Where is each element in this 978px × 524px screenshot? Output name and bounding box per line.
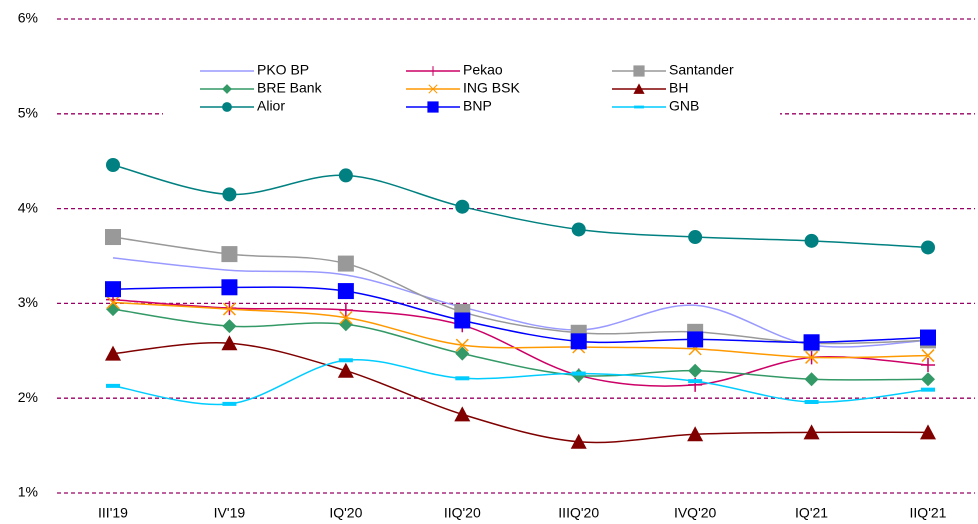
marker xyxy=(803,424,820,440)
marker xyxy=(221,335,238,351)
legend-marker xyxy=(634,105,644,109)
marker xyxy=(338,303,353,318)
y-tick-label: 1% xyxy=(18,484,38,500)
marker xyxy=(805,350,819,364)
line xyxy=(112,298,929,387)
marker xyxy=(803,334,820,351)
legend-marker xyxy=(427,101,439,113)
legend-marker xyxy=(222,102,232,112)
marker xyxy=(455,376,470,381)
legend-marker xyxy=(633,65,645,77)
series xyxy=(112,257,929,348)
marker xyxy=(454,406,471,422)
legend-label: PKO BP xyxy=(257,62,309,78)
marker xyxy=(921,387,935,392)
x-tick-label: IIQ'21 xyxy=(910,505,947,521)
y-tick-label: 5% xyxy=(18,105,38,121)
legend-label: BNP xyxy=(463,98,492,114)
legend-label: BRE Bank xyxy=(257,80,323,96)
legend-label: GNB xyxy=(669,98,699,114)
marker xyxy=(688,230,703,245)
marker xyxy=(105,281,121,298)
x-tick-label: IIQ'20 xyxy=(444,505,481,521)
legend-marker xyxy=(428,66,438,76)
marker xyxy=(337,255,354,272)
marker xyxy=(804,399,819,404)
marker xyxy=(804,233,819,248)
marker xyxy=(454,312,471,329)
legend-label: Pekao xyxy=(463,62,503,78)
marker xyxy=(106,383,120,388)
marker xyxy=(106,302,120,317)
marker xyxy=(688,363,703,378)
marker xyxy=(105,345,121,361)
marker xyxy=(105,229,121,246)
marker xyxy=(222,401,237,406)
y-tick-label: 4% xyxy=(18,199,38,215)
marker xyxy=(222,302,236,316)
marker xyxy=(687,331,704,348)
legend-background xyxy=(163,60,780,118)
marker xyxy=(222,319,237,334)
series xyxy=(106,157,935,255)
line xyxy=(112,257,929,348)
series xyxy=(105,279,936,351)
marker xyxy=(687,426,704,442)
series xyxy=(105,335,936,449)
line xyxy=(112,301,929,359)
legend-label: Alior xyxy=(257,98,285,114)
x-tick-label: IQ'21 xyxy=(795,505,828,521)
marker xyxy=(221,279,238,296)
marker xyxy=(570,333,587,350)
x-tick-label: IQ'20 xyxy=(329,505,362,521)
marker xyxy=(337,283,354,300)
series xyxy=(106,358,935,406)
marker xyxy=(455,346,470,361)
series xyxy=(106,302,935,387)
marker xyxy=(221,246,238,263)
x-tick-label: III'19 xyxy=(98,505,128,521)
marker xyxy=(920,424,936,440)
marker xyxy=(338,317,353,332)
legend-marker xyxy=(428,84,438,94)
marker xyxy=(570,433,587,449)
legend-marker xyxy=(633,83,645,94)
marker xyxy=(455,199,470,214)
marker xyxy=(921,372,935,387)
marker xyxy=(571,222,586,237)
marker xyxy=(921,358,935,373)
marker xyxy=(338,358,353,363)
marker xyxy=(920,329,936,346)
legend-label: BH xyxy=(669,80,688,96)
marker xyxy=(106,157,120,172)
marker xyxy=(222,187,237,202)
legend-label: ING BSK xyxy=(463,80,520,96)
marker xyxy=(804,372,819,387)
legend: PKO BP Pekao Santander BRE Bank ING BSK BH Ali… xyxy=(163,60,780,118)
x-tick-label: IV'19 xyxy=(214,505,246,521)
marker xyxy=(455,338,469,352)
marker xyxy=(337,362,354,378)
marker xyxy=(106,295,120,309)
marker xyxy=(339,311,353,325)
x-tick-label: IVQ'20 xyxy=(674,505,717,521)
x-tick-label: IIIQ'20 xyxy=(558,505,599,521)
marker xyxy=(921,349,935,363)
y-tick-label: 2% xyxy=(18,389,38,405)
line xyxy=(112,164,929,249)
marker xyxy=(338,168,353,183)
line xyxy=(112,358,929,406)
line xyxy=(112,308,929,381)
line xyxy=(112,286,929,344)
marker xyxy=(571,371,586,376)
legend-label: Santander xyxy=(669,62,734,78)
marker xyxy=(921,240,935,255)
y-tick-label: 3% xyxy=(18,294,38,310)
marker xyxy=(688,379,703,384)
line xyxy=(112,342,929,444)
y-tick-label: 6% xyxy=(18,10,38,26)
